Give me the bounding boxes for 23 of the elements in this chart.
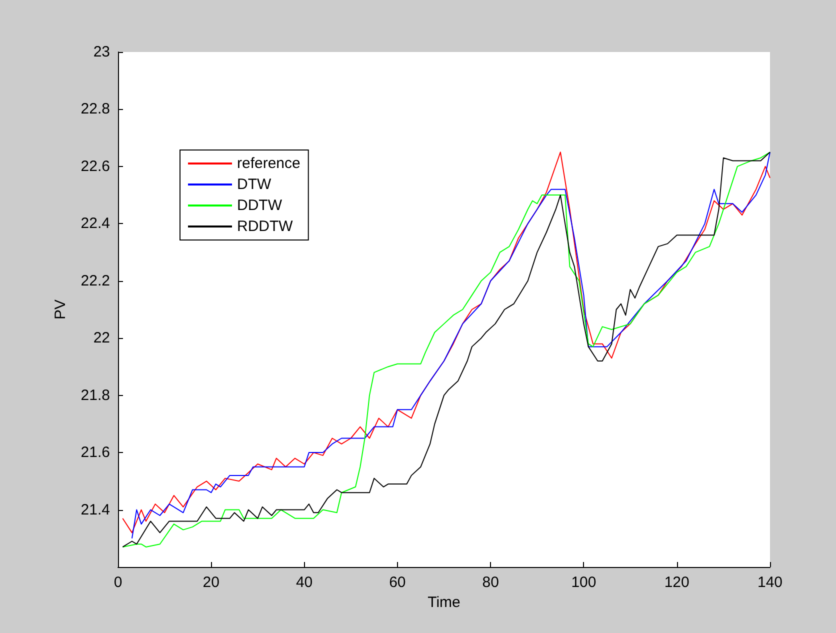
y-tick-label: 22	[93, 330, 110, 347]
x-tick-label: 100	[571, 574, 596, 591]
x-tick-label: 80	[482, 574, 499, 591]
x-tick-label: 40	[296, 574, 313, 591]
y-axis-title: PV	[52, 299, 69, 320]
x-axis-title: Time	[428, 594, 460, 611]
x-tick-label: 140	[757, 574, 783, 591]
legend-label: RDDTW	[237, 218, 294, 235]
y-tick-label: 22.2	[80, 272, 110, 290]
x-tick-label: 20	[202, 574, 220, 591]
x-tick-label: 120	[664, 574, 690, 591]
y-tick-label: 21.8	[80, 386, 110, 404]
legend-label: DDTW	[237, 197, 283, 214]
y-tick-label: 21.6	[80, 444, 110, 462]
legend-label: reference	[237, 155, 300, 172]
y-tick-label: 22.6	[80, 158, 110, 175]
y-tick-label: 23	[93, 44, 110, 60]
y-tick-label: 22.8	[80, 100, 110, 118]
y-tick-label: 21.4	[80, 501, 110, 518]
legend-label: DTW	[237, 176, 272, 193]
y-tick-label: 22.4	[80, 215, 110, 232]
x-tick-label: 0	[114, 574, 122, 591]
x-tick-label: 60	[389, 574, 406, 591]
